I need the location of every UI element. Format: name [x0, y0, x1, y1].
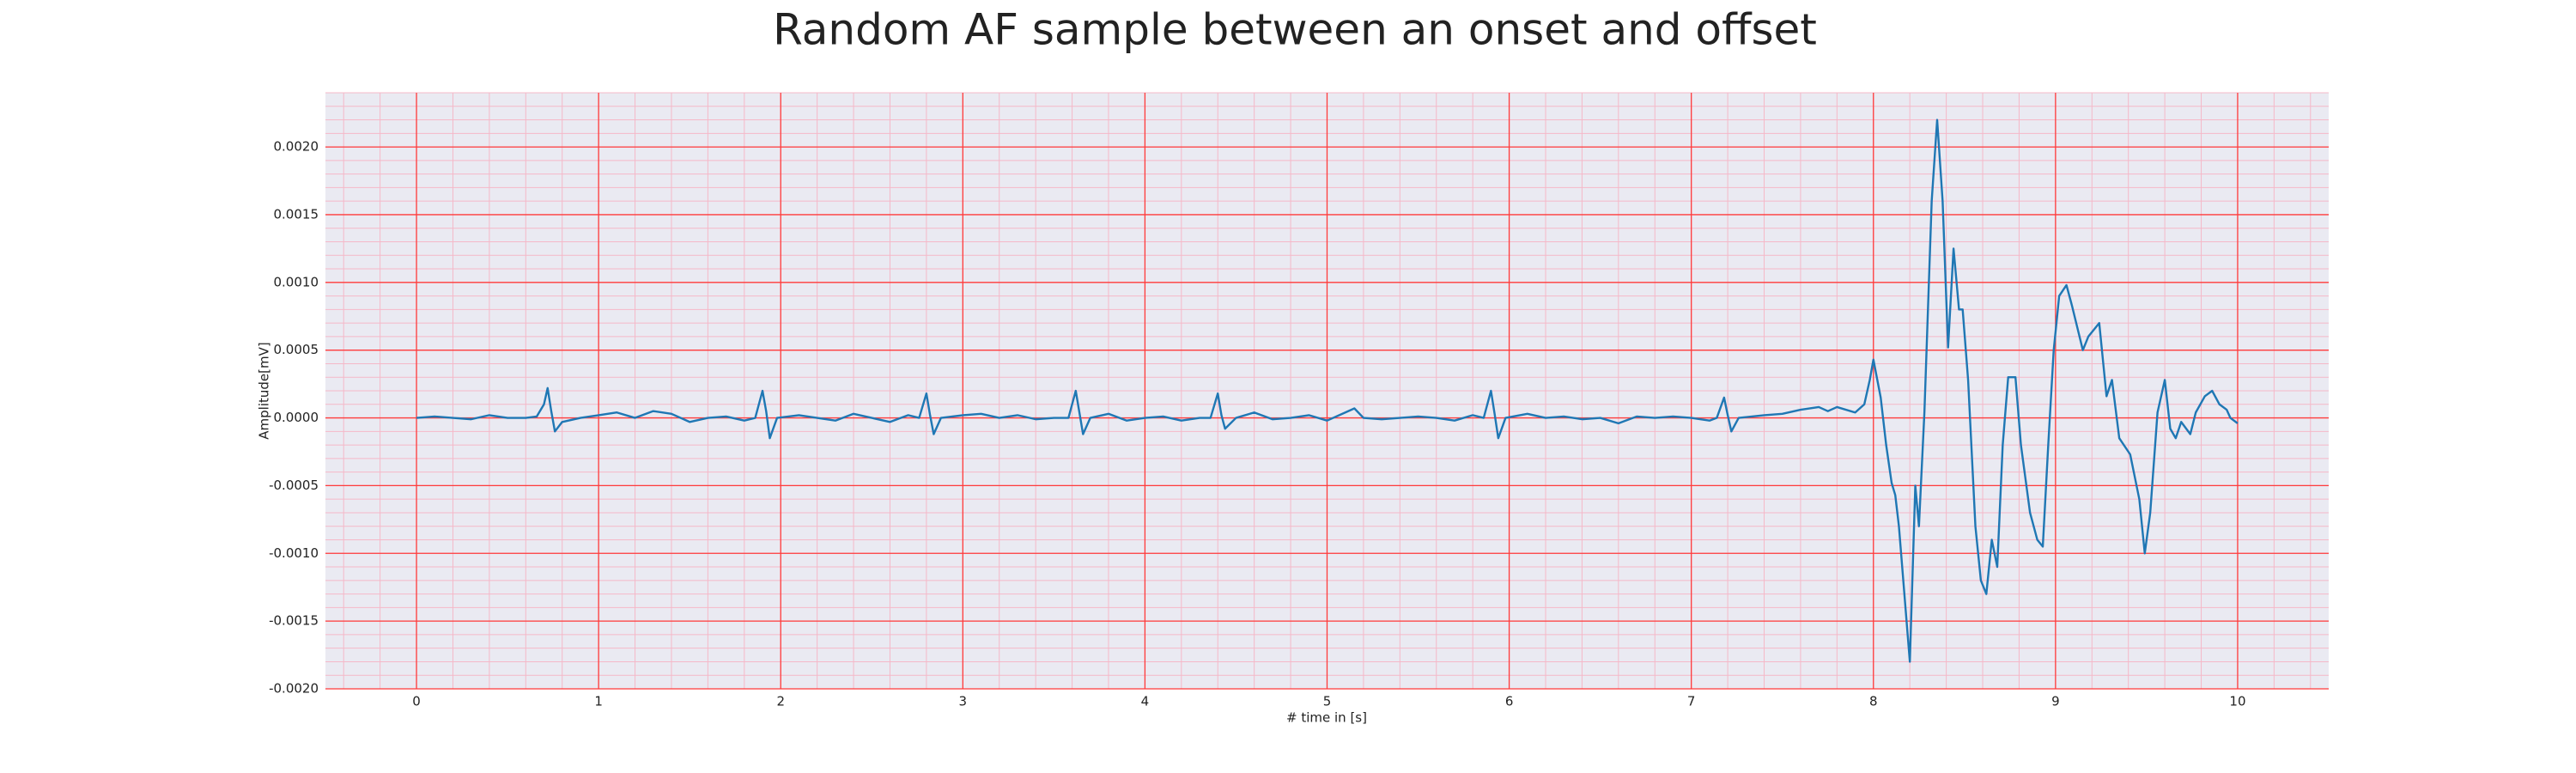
y-tick-label: 0.0020: [274, 139, 319, 155]
x-tick-label: 2: [776, 694, 785, 709]
x-tick-label: 8: [1869, 694, 1878, 709]
x-tick-label: 10: [2229, 694, 2245, 709]
x-tick-label: 0: [412, 694, 421, 709]
y-tick-label: -0.0005: [269, 478, 319, 493]
y-tick-label: 0.0010: [274, 274, 319, 289]
x-tick-label: 1: [594, 694, 603, 709]
x-tick-label: 7: [1687, 694, 1696, 709]
y-tick-label: -0.0015: [269, 613, 319, 629]
y-tick-label: -0.0020: [269, 681, 319, 697]
y-axis-label: Amplitude[mV]: [257, 342, 272, 439]
signal-line: [416, 119, 2239, 663]
x-tick-label: 3: [959, 694, 968, 709]
y-tick-label: 0.0015: [274, 206, 319, 222]
x-tick-label: 6: [1505, 694, 1514, 709]
y-tick-label: 0.0000: [274, 410, 319, 425]
x-axis-label: # time in [s]: [1286, 710, 1367, 726]
x-tick-label: 4: [1141, 694, 1150, 709]
chart-title: Random AF sample between an onset and of…: [773, 5, 1817, 55]
x-tick-label: 5: [1323, 694, 1332, 709]
y-tick-label: -0.0010: [269, 545, 319, 561]
x-tick-label: 9: [2051, 694, 2060, 709]
y-tick-label: 0.0005: [274, 342, 319, 357]
